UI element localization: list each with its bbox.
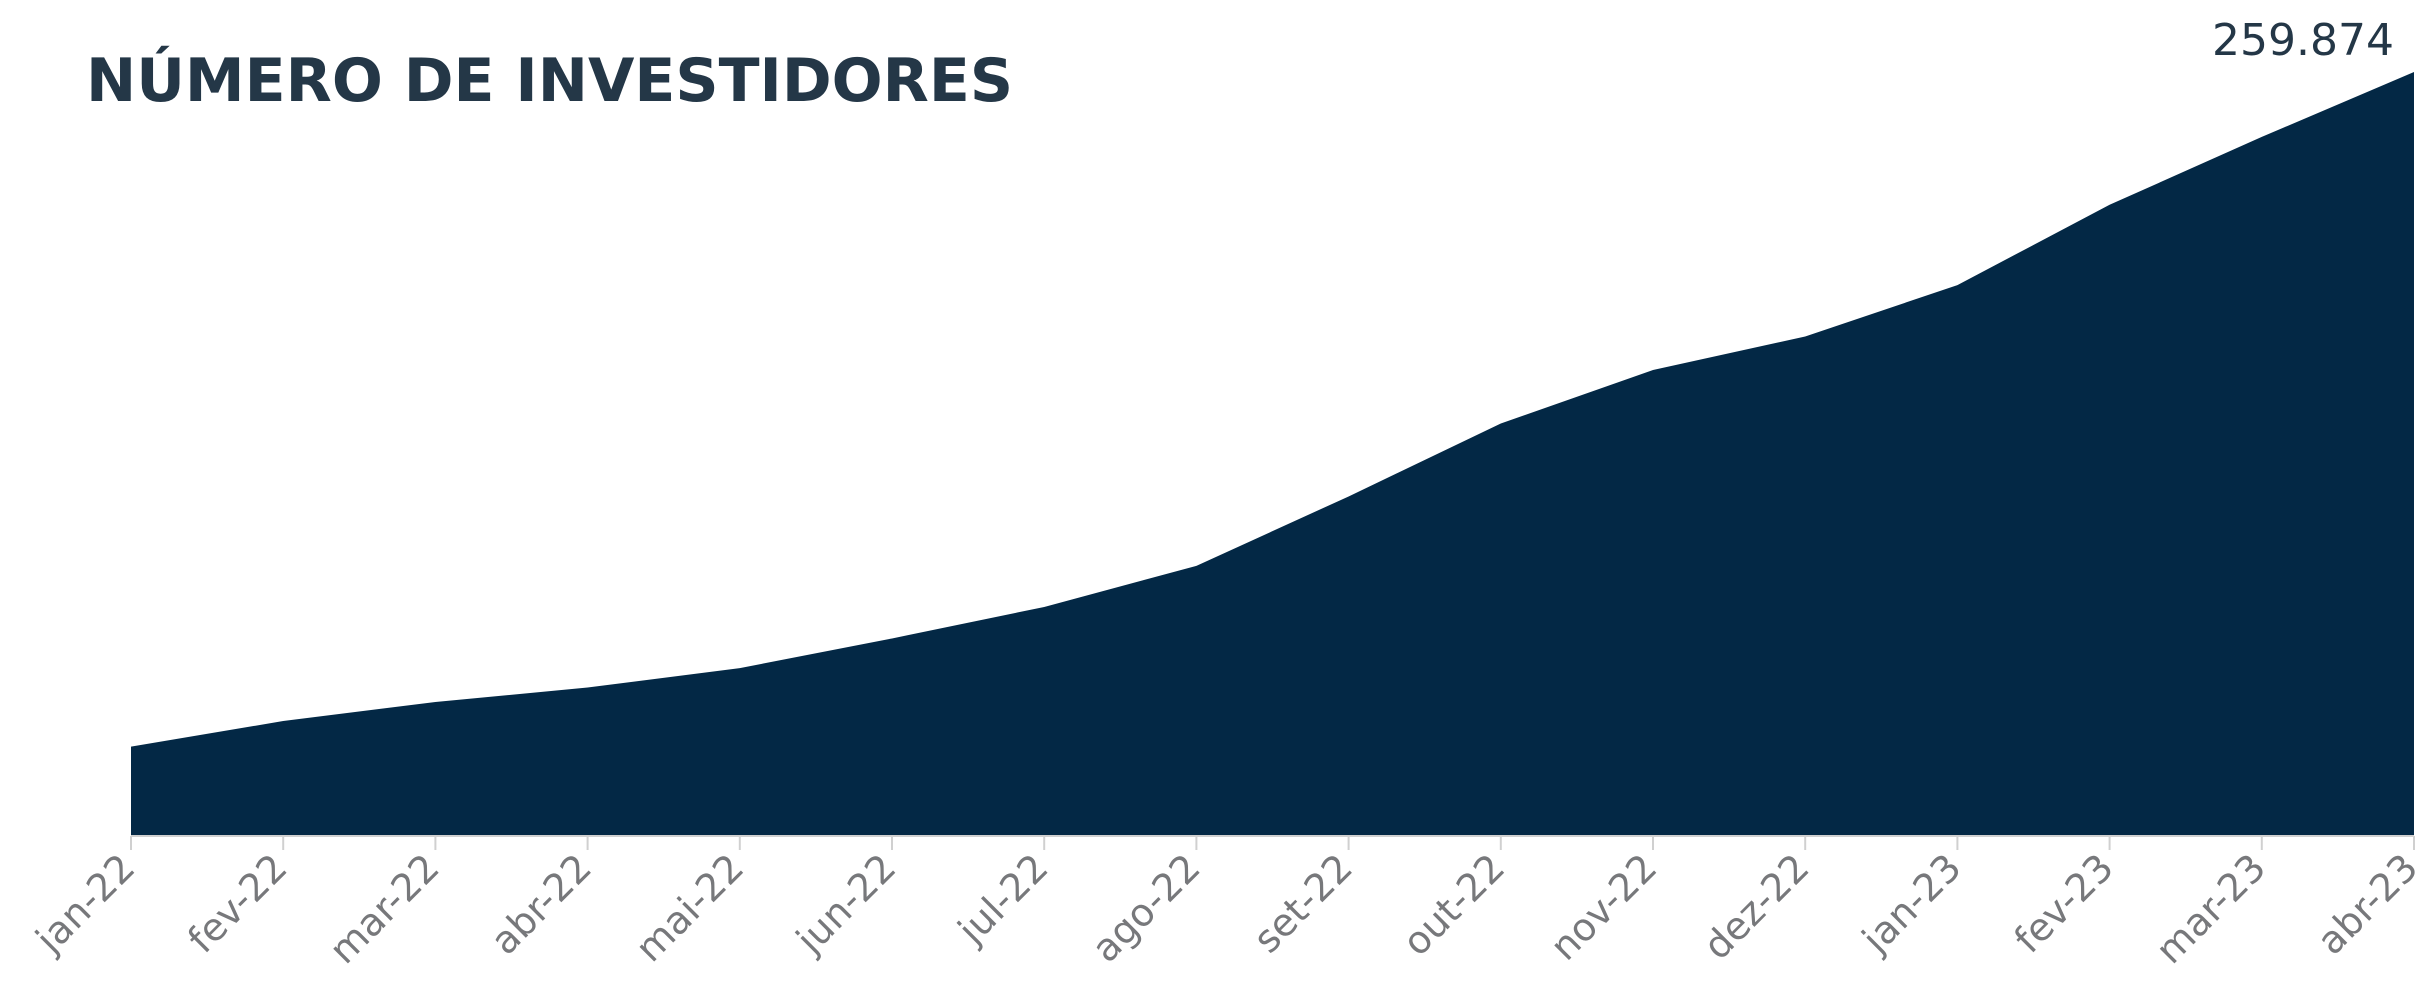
x-tick-label: mai-22: [627, 845, 752, 970]
x-tick-label: abr-23: [2309, 845, 2416, 963]
x-tick-label: fev-22: [179, 845, 295, 961]
chart-title: NÚMERO DE INVESTIDORES: [86, 45, 1013, 116]
x-tick-label: set-22: [1245, 845, 1361, 961]
x-tick-label: abr-22: [482, 845, 600, 963]
x-tick-label: out-22: [1394, 845, 1513, 964]
x-tick-label: mar-22: [321, 845, 448, 972]
x-tick-label: jan-23: [1853, 845, 1970, 962]
area-fill: [131, 72, 2414, 836]
x-tick-label: jan-22: [27, 845, 144, 962]
x-tick-label: dez-22: [1695, 845, 1818, 968]
x-tick-label: fev-23: [2006, 845, 2122, 961]
area-series: [131, 72, 2414, 836]
x-axis: [130, 835, 2415, 850]
x-tick-label: ago-22: [1083, 845, 1208, 970]
x-tick-labels: jan-22 fev-22 mar-22 abr-22 mai-22 jun-22 jul-…: [27, 845, 2416, 972]
x-tick-label: nov-22: [1542, 845, 1666, 969]
x-tick-label: jul-22: [949, 845, 1057, 953]
x-tick-label: mar-23: [2147, 845, 2274, 972]
x-tick-label: jun-22: [787, 845, 904, 962]
last-value-label: 259.874: [2212, 15, 2394, 66]
